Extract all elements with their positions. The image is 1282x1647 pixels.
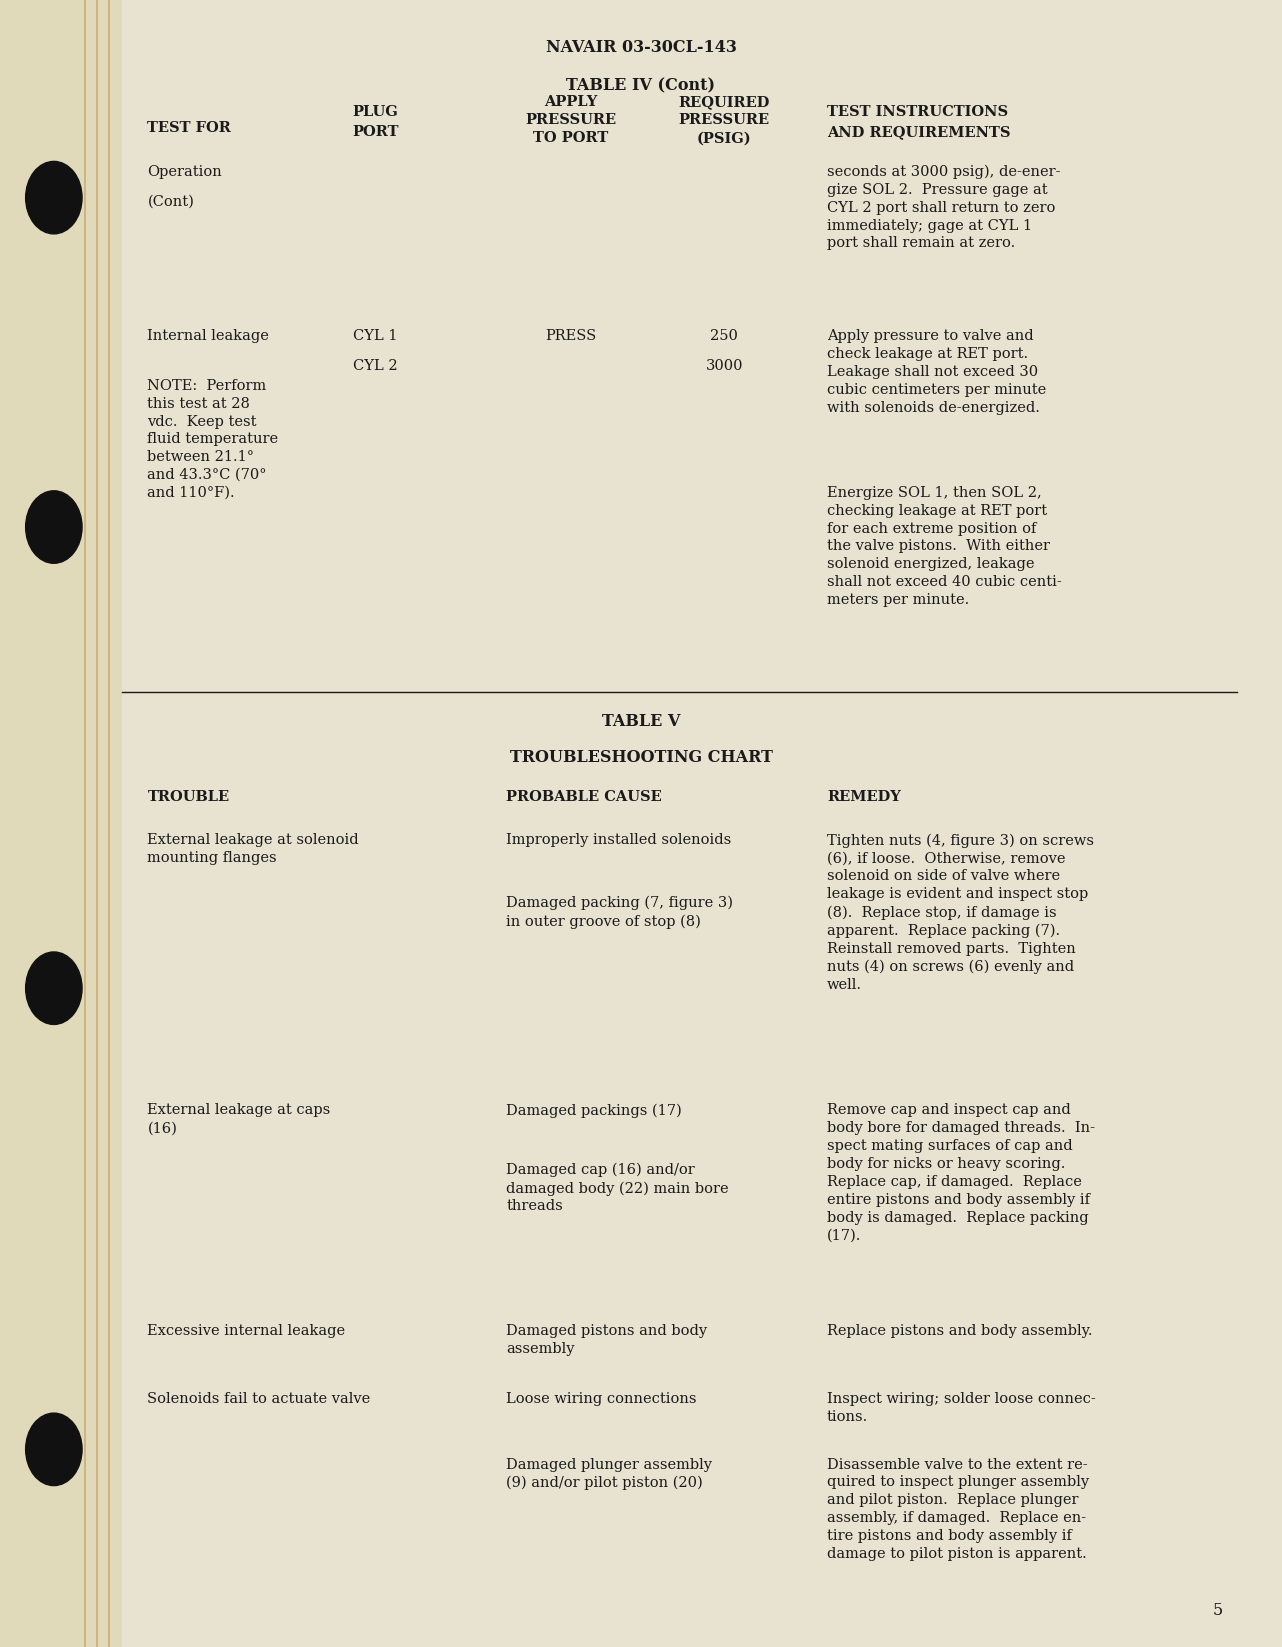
Text: TABLE IV (Cont): TABLE IV (Cont) (567, 77, 715, 94)
Text: PLUG: PLUG (353, 105, 399, 119)
Text: Tighten nuts (4, figure 3) on screws
(6), if loose.  Otherwise, remove
solenoid : Tighten nuts (4, figure 3) on screws (6)… (827, 833, 1094, 991)
Text: CYL 2: CYL 2 (353, 359, 397, 374)
Text: TROUBLESHOOTING CHART: TROUBLESHOOTING CHART (509, 749, 773, 766)
Circle shape (26, 952, 82, 1024)
Text: Loose wiring connections: Loose wiring connections (506, 1392, 697, 1407)
Text: CYL 1: CYL 1 (353, 329, 397, 344)
Text: Excessive internal leakage: Excessive internal leakage (147, 1324, 346, 1339)
Text: Remove cap and inspect cap and
body bore for damaged threads.  In-
spect mating : Remove cap and inspect cap and body bore… (827, 1103, 1095, 1242)
Text: Improperly installed solenoids: Improperly installed solenoids (506, 833, 732, 848)
Text: AND REQUIREMENTS: AND REQUIREMENTS (827, 125, 1010, 138)
Text: Internal leakage: Internal leakage (147, 329, 269, 344)
Text: Apply pressure to valve and
check leakage at RET port.
Leakage shall not exceed : Apply pressure to valve and check leakag… (827, 329, 1046, 415)
Text: External leakage at solenoid
mounting flanges: External leakage at solenoid mounting fl… (147, 833, 359, 865)
Text: Solenoids fail to actuate valve: Solenoids fail to actuate valve (147, 1392, 370, 1407)
Circle shape (26, 491, 82, 563)
Text: Operation: Operation (147, 165, 222, 180)
Text: NAVAIR 03-30CL-143: NAVAIR 03-30CL-143 (546, 40, 736, 56)
Text: Damaged cap (16) and/or
damaged body (22) main bore
threads: Damaged cap (16) and/or damaged body (22… (506, 1163, 729, 1214)
Text: seconds at 3000 psig), de-ener-
gize SOL 2.  Pressure gage at
CYL 2 port shall r: seconds at 3000 psig), de-ener- gize SOL… (827, 165, 1060, 250)
Text: Damaged plunger assembly
(9) and/or pilot piston (20): Damaged plunger assembly (9) and/or pilo… (506, 1458, 713, 1491)
Text: PROBABLE CAUSE: PROBABLE CAUSE (506, 791, 662, 804)
Text: 250: 250 (710, 329, 738, 344)
Text: Damaged packings (17): Damaged packings (17) (506, 1103, 682, 1118)
Text: Energize SOL 1, then SOL 2,
checking leakage at RET port
for each extreme positi: Energize SOL 1, then SOL 2, checking lea… (827, 486, 1061, 608)
Circle shape (26, 161, 82, 234)
Text: (Cont): (Cont) (147, 194, 195, 209)
Text: TROUBLE: TROUBLE (147, 791, 229, 804)
Text: (PSIG): (PSIG) (697, 132, 751, 145)
Text: TO PORT: TO PORT (533, 132, 608, 145)
Text: TEST INSTRUCTIONS: TEST INSTRUCTIONS (827, 105, 1008, 119)
Text: External leakage at caps
(16): External leakage at caps (16) (147, 1103, 331, 1135)
Text: Disassemble valve to the extent re-
quired to inspect plunger assembly
and pilot: Disassemble valve to the extent re- quir… (827, 1458, 1088, 1561)
Bar (0, 0, 122, 1647)
Text: REMEDY: REMEDY (827, 791, 901, 804)
Text: REQUIRED: REQUIRED (678, 96, 770, 109)
Text: Damaged packing (7, figure 3)
in outer groove of stop (8): Damaged packing (7, figure 3) in outer g… (506, 896, 733, 929)
Text: TEST FOR: TEST FOR (147, 122, 231, 135)
Text: Damaged pistons and body
assembly: Damaged pistons and body assembly (506, 1324, 708, 1355)
Text: NOTE:  Perform
this test at 28
vdc.  Keep test
fluid temperature
between 21.1°
a: NOTE: Perform this test at 28 vdc. Keep … (147, 379, 278, 501)
Text: APPLY: APPLY (544, 96, 597, 109)
Text: Inspect wiring; solder loose connec-
tions.: Inspect wiring; solder loose connec- tio… (827, 1392, 1096, 1423)
Text: 5: 5 (1213, 1603, 1223, 1619)
Text: PORT: PORT (353, 125, 399, 138)
Text: PRESSURE: PRESSURE (524, 114, 617, 127)
Circle shape (26, 1413, 82, 1486)
Text: PRESS: PRESS (545, 329, 596, 344)
Text: 3000: 3000 (705, 359, 744, 374)
Text: Replace pistons and body assembly.: Replace pistons and body assembly. (827, 1324, 1092, 1339)
Text: PRESSURE: PRESSURE (678, 114, 770, 127)
Text: TABLE V: TABLE V (601, 713, 681, 730)
